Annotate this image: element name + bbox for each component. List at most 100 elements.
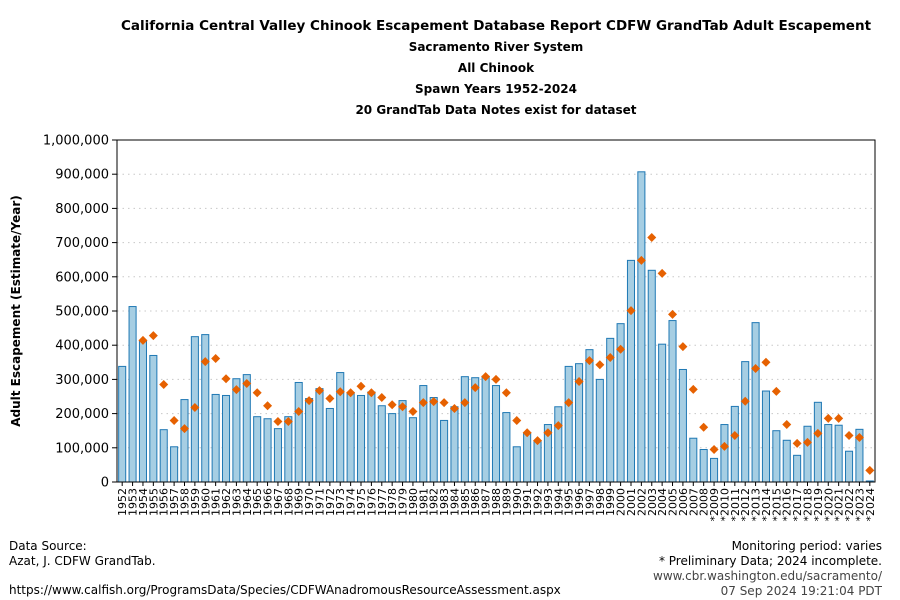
x-tick-label: 1985 [459,488,472,516]
bar-2003 [647,269,656,483]
bar-1983 [440,419,449,483]
bar-1960 [201,334,210,483]
chart-subtitle-years: Spawn Years 1952-2024 [415,82,577,96]
chart-subtitle-notes: 20 GrandTab Data Notes exist for dataset [355,103,637,117]
marker-2011 [730,430,740,440]
marker-1964 [242,379,252,389]
x-tick-label: 2005 [667,488,680,516]
bar-2012 [741,361,750,483]
x-tick-label: *2009 [708,488,721,522]
bar-1963 [232,378,241,483]
marker-1957 [169,415,179,425]
marker-1986 [470,383,480,393]
bar-2017 [793,454,802,483]
marker-1972 [325,394,335,404]
bar-1971 [315,388,324,483]
marker-1963 [231,385,241,395]
x-tick-label: 1989 [500,488,513,516]
data-source-label: Data Source: [9,539,87,553]
data-source-text: Azat, J. CDFW GrandTab. [9,554,156,568]
bar-2010 [720,424,729,483]
bar-1986 [471,377,480,483]
source-url-link[interactable]: https://www.calfish.org/ProgramsData/Spe… [9,583,561,597]
site-link[interactable]: www.cbr.washington.edu/sacramento/ [653,569,882,583]
x-tick-label: 1992 [532,488,545,516]
x-tick-label: 1965 [251,488,264,516]
bar-1982 [429,397,438,483]
marker-1998 [595,360,605,370]
marker-1956 [159,380,169,390]
marker-1979 [398,402,408,412]
bar-1961 [211,393,220,483]
bar-1968 [284,416,293,483]
bar-1980 [408,417,417,483]
marker-2010 [719,441,729,451]
marker-2003 [647,232,657,242]
y-tick-label: 700,000 [55,236,109,251]
bar-1976 [367,391,376,483]
x-tick-label: 1987 [480,488,493,516]
x-tick-label: 1976 [365,488,378,516]
x-tick-label: *2019 [812,488,825,522]
footer-notes: Monitoring period: varies * Preliminary … [653,539,882,599]
bar-2013 [751,322,760,483]
bar-2007 [689,437,698,483]
x-tick-label: 1952 [116,488,129,516]
data-source: Data Source: Azat, J. CDFW GrandTab. [9,539,156,569]
bar-2004 [658,343,667,483]
marker-2013 [751,363,761,373]
x-tick-label: *2020 [822,488,835,522]
bar-1998 [595,378,604,483]
marker-1984 [449,403,459,413]
marker-2016 [782,420,792,430]
bar-1977 [377,405,386,483]
marker-1978 [387,400,397,410]
marker-1987 [481,372,491,382]
marker-2014 [761,357,771,367]
y-tick-label: 500,000 [55,305,109,320]
bar-1975 [356,394,366,483]
marker-1955 [148,331,158,341]
y-tick-label: 600,000 [55,270,109,285]
x-tick-label: 1990 [511,488,524,516]
x-tick-label: 1953 [127,488,140,516]
bar-1978 [388,413,397,483]
x-tick-label: 2000 [615,488,628,516]
x-tick-label: 1994 [552,488,565,516]
bar-1990 [512,446,521,483]
x-tick-label: 1981 [417,488,430,516]
bar-1953 [128,306,137,483]
marker-2012 [740,396,750,406]
x-tick-label: 1982 [428,488,441,516]
bar-1966 [263,418,272,483]
x-tick-label: 2006 [677,488,690,516]
marker-1958 [179,424,189,434]
timestamp: 07 Sep 2024 19:21:04 PDT [720,584,882,598]
x-tick-label: *2017 [791,488,804,522]
marker-2002 [636,255,646,265]
marker-1981 [418,398,428,408]
x-tick-label: 1960 [199,488,212,516]
marker-2015 [771,386,781,396]
x-tick-label: *2010 [718,488,731,522]
bar-1952 [118,365,127,483]
x-tick-label: *2022 [843,488,856,522]
marker-1983 [439,398,449,408]
x-tick-label: 1977 [376,488,389,516]
bar-1984 [450,406,459,483]
y-tick-label: 800,000 [55,202,109,217]
marker-2021 [834,413,844,423]
bar-1964 [242,374,251,483]
x-tick-label: 1995 [563,488,576,516]
marker-1980 [408,407,418,417]
bar-2015 [772,430,781,483]
bar-1957 [170,446,179,483]
marker-1976 [366,388,376,398]
bar-1992 [533,440,542,483]
x-tick-label: 1988 [490,488,503,516]
x-tick-label: 1978 [386,488,399,516]
y-tick-label: 900,000 [55,168,109,183]
bar-1972 [325,407,334,483]
marker-1961 [211,354,221,364]
